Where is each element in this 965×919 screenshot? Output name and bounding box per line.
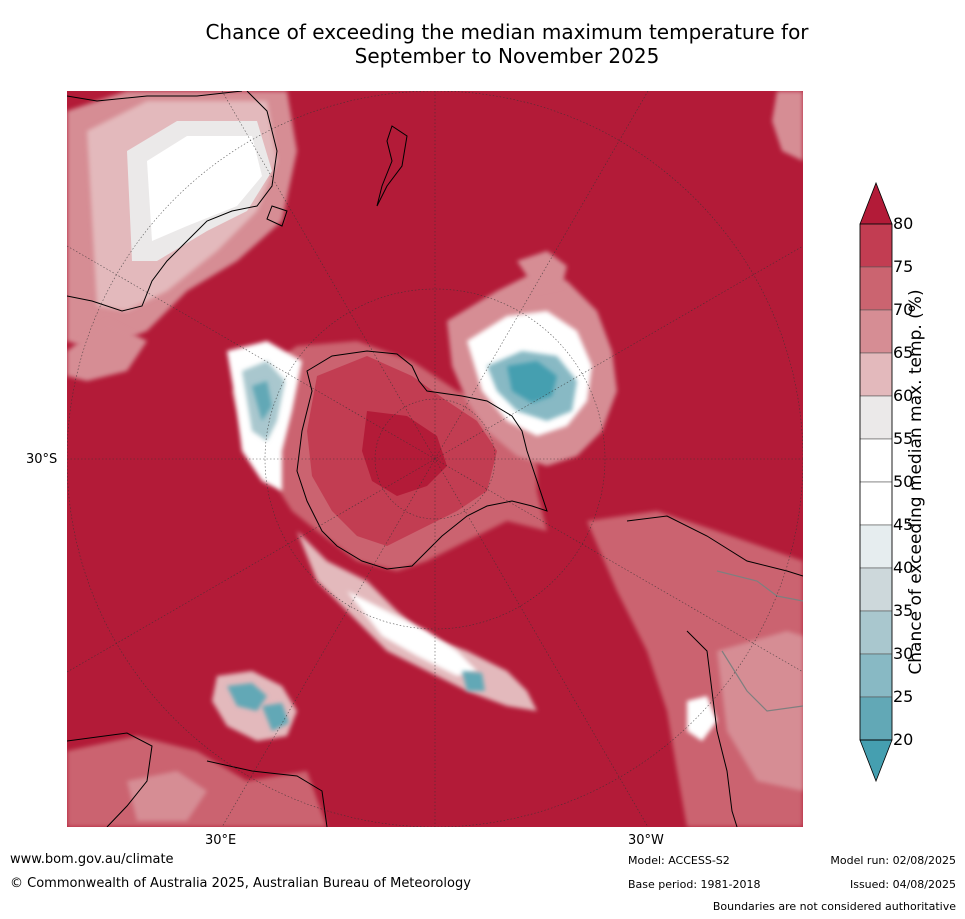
colorbar-band (859, 223, 893, 268)
graticule (67, 91, 803, 827)
colorbar-tick-label: 55 (893, 429, 914, 448)
colorbar-tick-label: 65 (893, 343, 914, 362)
tasmania-coastline (266, 205, 288, 227)
colorbar-band (859, 610, 893, 655)
website-link[interactable]: www.bom.gov.au/climate (10, 852, 174, 867)
base-period: Base period: 1981-2018 (628, 878, 761, 891)
longitude-label-30e: 30°E (205, 833, 237, 848)
title-line-1: Chance of exceeding the median maximum t… (205, 20, 809, 44)
south-america-north-coast (626, 515, 803, 577)
colorbar-tick-label: 70 (893, 300, 914, 319)
colorbar-tick-label: 50 (893, 472, 914, 491)
colorbar-band (859, 653, 893, 698)
colorbar-outline (859, 223, 893, 741)
colorbar-band (859, 395, 893, 440)
issued-date: Issued: 04/08/2025 (849, 878, 956, 891)
model-name: Model: ACCESS-S2 (628, 854, 730, 867)
colorbar-band (859, 352, 893, 397)
colorbar (859, 181, 893, 783)
indian-ocean-anomaly (212, 671, 297, 741)
title-line-2: September to November 2025 (354, 44, 660, 68)
south-america-anomaly (587, 91, 803, 827)
colorbar-tick-label: 35 (893, 601, 914, 620)
colorbar-tick-label: 20 (893, 730, 914, 749)
colorbar-tick-label: 40 (893, 558, 914, 577)
boundaries-disclaimer: Boundaries are not considered authoritat… (712, 900, 956, 913)
copyright-text: © Commonwealth of Australia 2025, Austra… (10, 876, 471, 891)
colorbar-band (859, 524, 893, 569)
colorbar-tick-label: 60 (893, 386, 914, 405)
chart-title: Chance of exceeding the median maximum t… (0, 20, 965, 68)
colorbar-band (859, 696, 893, 741)
colorbar-tick-label: 30 (893, 644, 914, 663)
south-america-east-coast (686, 630, 738, 827)
africa-anomaly (67, 736, 327, 827)
antarctica-anomaly (227, 341, 547, 711)
south-polar-map[interactable] (67, 91, 803, 827)
colorbar-tick-label: 45 (893, 515, 914, 534)
colorbar-band (859, 481, 893, 526)
colorbar-extend-bottom (859, 739, 893, 783)
country-borders (716, 570, 803, 712)
colorbar-tick-label: 25 (893, 687, 914, 706)
colorbar-tick-label: 80 (893, 214, 914, 233)
africa-east-coastline (206, 760, 328, 827)
south-pacific-anomaly (447, 251, 617, 466)
colorbar-tick-label: 75 (893, 257, 914, 276)
colorbar-band (859, 438, 893, 483)
new-zealand-coastline (376, 125, 408, 207)
model-run-date: Model run: 02/08/2025 (830, 854, 956, 867)
colorbar-band (859, 266, 893, 311)
latitude-label-30s: 30°S (26, 452, 58, 467)
longitude-label-30w: 30°W (628, 833, 664, 848)
africa-coastline (67, 732, 153, 827)
colorbar-band (859, 309, 893, 354)
colorbar-label: Chance of exceeding median max. temp. (%… (906, 289, 926, 675)
map-canvas (67, 91, 803, 827)
australia-coastline (67, 91, 278, 312)
colorbar-band (859, 567, 893, 612)
colorbar-extend-top (859, 181, 893, 225)
